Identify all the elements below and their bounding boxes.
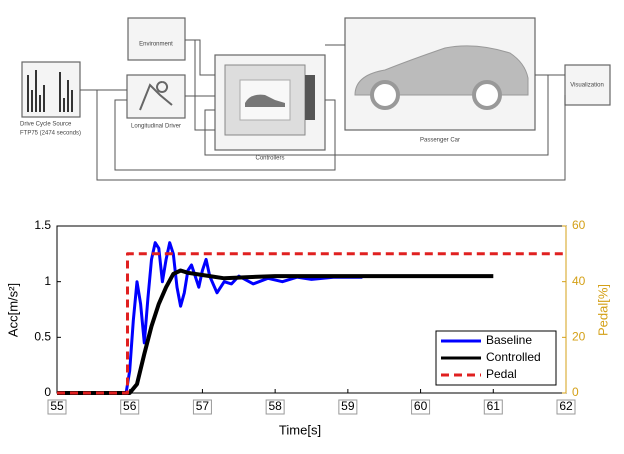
environment-block [127,17,186,61]
x-tick-label: 62 [559,399,573,413]
y-tick-label: 0.5 [34,330,51,344]
y2-tick-label: 40 [572,274,586,288]
driver-block [126,74,186,119]
block-sublabel: FTP75 (2474 seconds) [20,131,81,137]
x-tick-label: 57 [196,399,210,413]
series-line [57,268,494,395]
x-tick-label: 55 [50,399,64,413]
x-tick-box [411,399,431,415]
block-label: Longitudinal Driver [131,124,181,130]
y2-tick-label: 0 [572,385,579,399]
legend-label: Controlled [486,350,541,364]
x-axis-label: Time[s] [279,422,321,437]
block-label: Environment [139,42,173,48]
x-tick-label: 61 [487,399,501,413]
visualization-block [564,64,611,106]
x-tick-label: 56 [123,399,137,413]
legend-label: Pedal [486,367,517,381]
x-tick-box [338,399,358,415]
drive-cycle-icon [27,70,73,112]
x-tick-box [265,399,285,415]
wire [80,39,566,181]
series-line [57,241,363,395]
wheel [370,80,400,110]
x-tick-label: 58 [268,399,282,413]
block-label: Controllers [255,156,284,162]
y2-tick-label: 20 [572,330,586,344]
block-label: Drive Cycle Source [20,122,72,128]
x-tick-label: 60 [414,399,428,413]
y-axis-label: Acc[m/s²] [5,283,20,337]
y-tick-label: 1 [44,274,51,288]
legend-label: Baseline [486,333,532,347]
car-icon [245,94,285,107]
block-label: Visualization [570,83,604,89]
y-tick-label: 1.5 [34,218,51,232]
x-tick-box [192,399,212,415]
driver-icon [139,81,173,111]
x-tick-box [120,399,140,415]
x-tick-box [483,399,503,415]
x-tick-label: 59 [341,399,355,413]
x-tick-box [47,399,67,415]
x-tick-box [556,399,576,415]
wheel [472,80,502,110]
y2-axis-label: Pedal[%] [595,284,610,336]
y2-tick-label: 60 [572,218,586,232]
ecu-connector [305,75,315,120]
diagram: Drive Cycle Source FTP75 (2474 seconds) … [20,17,611,181]
block-label: Passenger Car [420,138,460,144]
y-tick-label: 0 [44,385,51,399]
chart: Time[s] Acc[m/s²] Pedal[%] [5,283,610,438]
